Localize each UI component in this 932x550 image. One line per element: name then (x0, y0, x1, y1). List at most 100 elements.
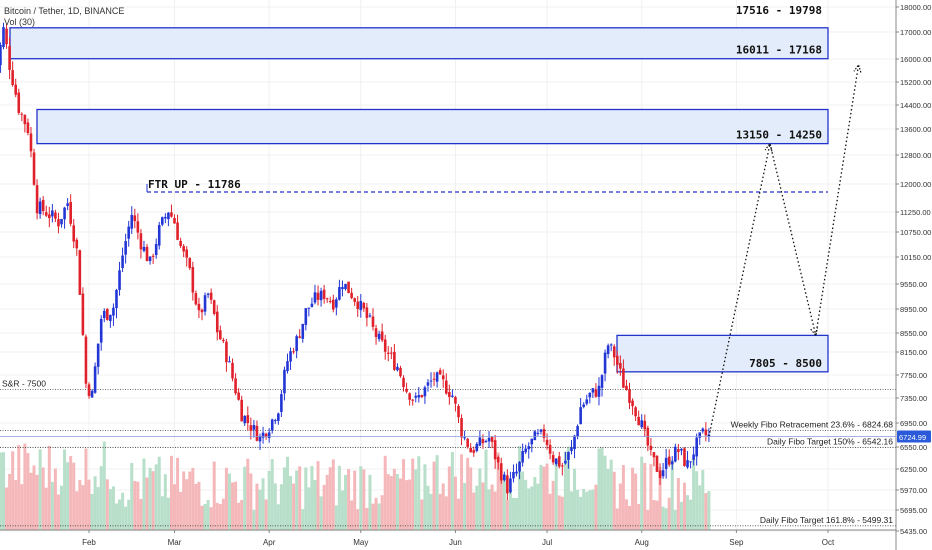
volume-bar (621, 465, 625, 530)
candle-body (246, 415, 250, 423)
candle-body (570, 447, 573, 451)
volume-bar (246, 458, 250, 530)
volume-bar (686, 495, 690, 530)
candle-body (264, 433, 268, 437)
volume-bar (566, 446, 570, 530)
volume-bar (197, 481, 201, 530)
candle-body (261, 432, 265, 438)
y-tick-label: 7350.00 (900, 394, 927, 403)
volume-bar (252, 509, 256, 530)
volume-bar (53, 468, 57, 530)
y-tick-label: 10150.00 (900, 253, 931, 262)
volume-bar (539, 464, 543, 530)
candle-body (588, 392, 592, 398)
candle-body (704, 429, 708, 436)
volume-bar (41, 467, 45, 530)
candle-body (234, 378, 237, 394)
candle-body (197, 303, 201, 311)
candle-body (341, 287, 344, 290)
candle-body (597, 385, 601, 397)
candle-body (380, 331, 384, 341)
volume-bar (548, 493, 552, 530)
candle-body (487, 437, 491, 442)
volume-bar (576, 489, 580, 530)
volume-bar (124, 506, 128, 530)
candle-body (683, 448, 686, 467)
volume-bar (496, 452, 500, 530)
volume-bar (628, 505, 632, 530)
volume-bar (279, 484, 283, 530)
volume-bar (105, 479, 109, 530)
volume-bar (334, 505, 338, 530)
candle-body (182, 246, 185, 252)
candle-body (121, 255, 124, 268)
candle-body (661, 470, 665, 477)
x-axis[interactable]: Feb Mar Apr May Jun Jul Aug Sep Oct (0, 529, 896, 547)
volume-bar (493, 491, 497, 530)
candle-body (286, 361, 289, 372)
volume-bar (331, 459, 335, 530)
candle-body (606, 345, 610, 355)
volume-bar (377, 503, 381, 530)
candle-body (615, 355, 619, 365)
x-tick-label: May (353, 538, 368, 547)
volume-bar (282, 467, 286, 530)
candle-body (112, 307, 115, 316)
candle-body (240, 399, 243, 422)
volume-bar (402, 459, 406, 530)
volume-bar (658, 467, 662, 530)
volume-bar (573, 468, 577, 530)
volume-bar (637, 504, 641, 530)
volume-bar (304, 467, 308, 530)
y-tick-label: 5435.00 (900, 527, 927, 536)
candle-body (362, 302, 366, 309)
candle-body (267, 432, 271, 439)
volume-bar (689, 499, 693, 530)
candle-body (2, 27, 5, 48)
volume-bar (499, 476, 503, 530)
candle-body (530, 438, 534, 445)
zone-label: 16011 - 17168 (736, 44, 822, 57)
candle-body (228, 361, 231, 363)
y-tick-label: 11250.00 (900, 208, 931, 217)
candle-body (393, 351, 396, 370)
volume-bar (350, 500, 354, 530)
candle-body (109, 314, 112, 322)
volume-bar (8, 473, 12, 530)
volume-bar (234, 481, 238, 530)
candle-body (680, 448, 683, 451)
volume-bar (423, 464, 427, 530)
candle-body (386, 352, 390, 354)
volume-bar (475, 485, 479, 530)
volume-bar (545, 463, 549, 530)
volume-bar (133, 480, 137, 530)
volume-bar (670, 459, 674, 530)
candle-body (133, 215, 137, 221)
volume-bar (81, 485, 85, 530)
candle-body (377, 333, 381, 340)
candle-body (515, 471, 518, 474)
candle-body (628, 389, 631, 403)
volume-bar (618, 483, 622, 530)
candle-body (8, 46, 11, 70)
candle-body (225, 341, 228, 363)
volume-bar (166, 497, 170, 530)
volume-bar (389, 476, 393, 530)
candle-body (115, 289, 118, 309)
volume-bar (173, 484, 177, 530)
candle-body (448, 392, 451, 398)
volume-bar (667, 497, 671, 530)
x-tick-label: Mar (168, 538, 182, 547)
volume-bar (463, 483, 467, 530)
candle-body (29, 133, 33, 152)
candle-body (304, 308, 308, 325)
candle-body (533, 431, 537, 441)
volume-bar (237, 502, 241, 530)
candle-body (35, 185, 39, 214)
volume-bar (17, 445, 21, 530)
y-axis[interactable]: 18000.00 17000.00 16000.00 15200.00 14400.00… (895, 0, 932, 550)
candle-body (313, 292, 317, 303)
candle-body (188, 258, 192, 269)
